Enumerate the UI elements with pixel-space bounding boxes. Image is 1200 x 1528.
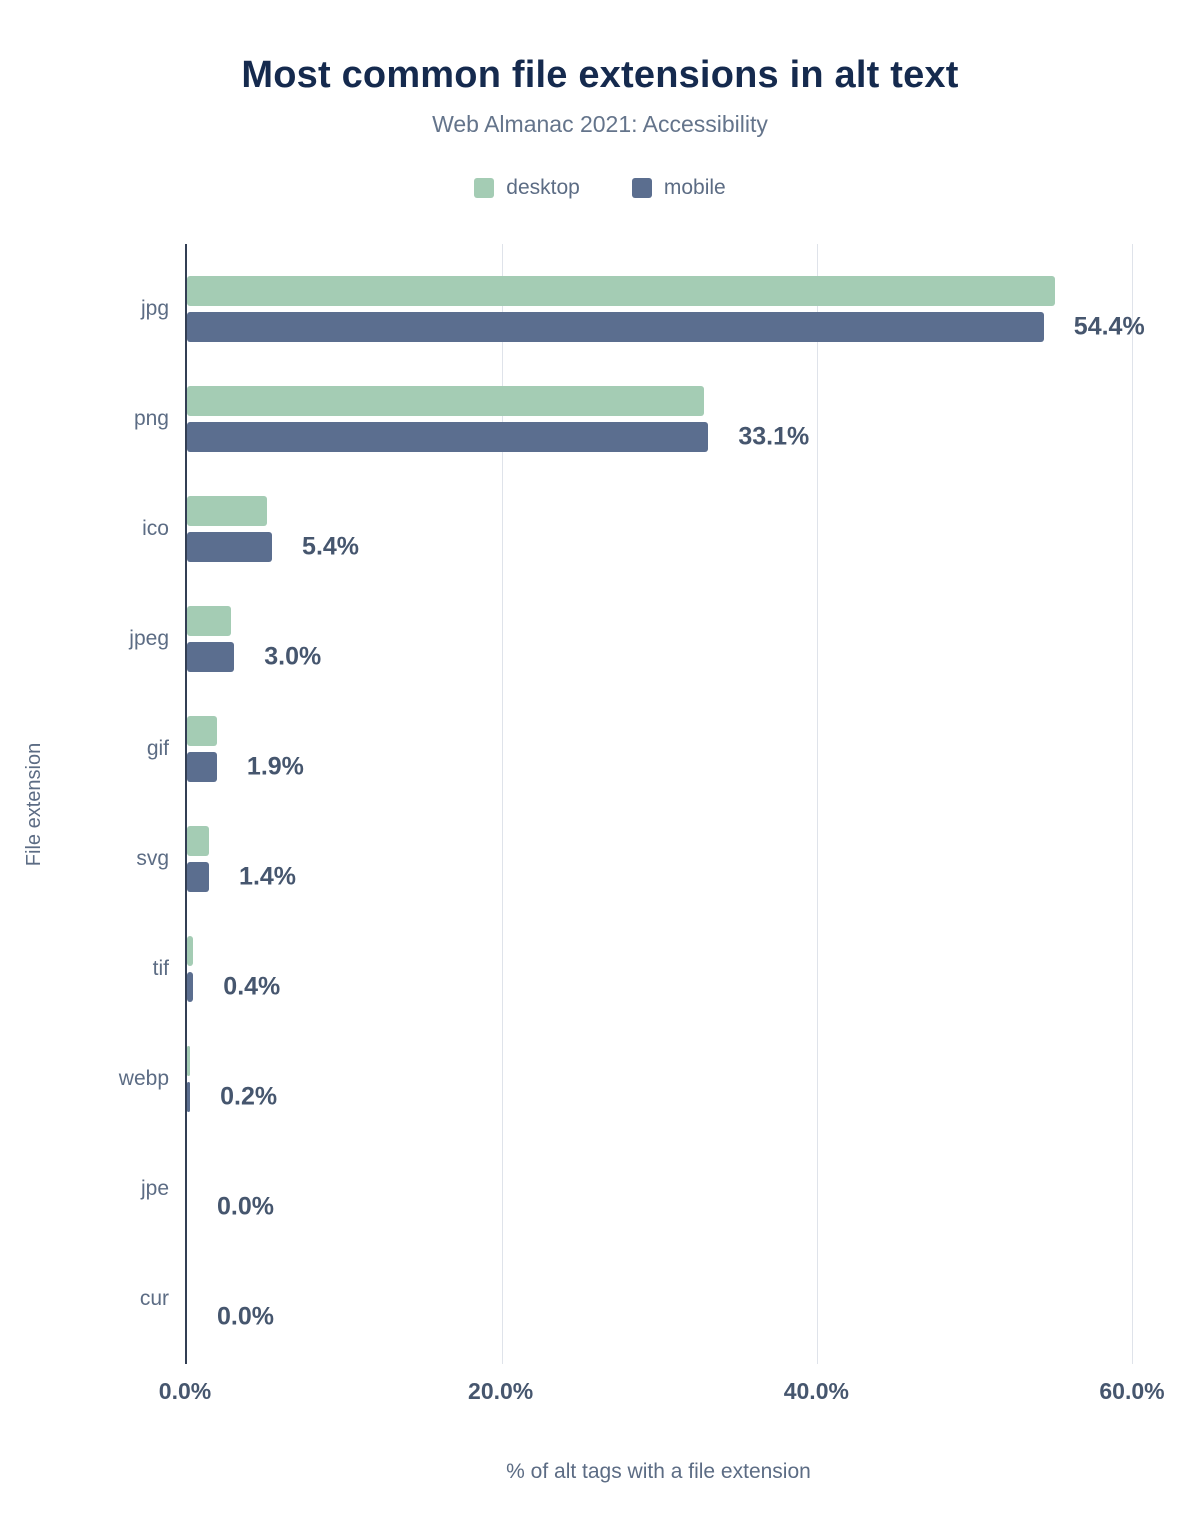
x-axis-title: % of alt tags with a file extension xyxy=(506,1460,811,1483)
legend-label-desktop: desktop xyxy=(506,176,580,199)
value-label-svg: 1.4% xyxy=(239,862,297,891)
x-tick-60: 60.0% xyxy=(1099,1378,1165,1404)
gridline-60 xyxy=(1132,244,1133,1364)
desktop-swatch-icon xyxy=(474,178,495,198)
bar-group-cur: 0.0% xyxy=(187,1244,1132,1354)
category-label-jpeg: jpeg xyxy=(129,627,169,650)
bar-desktop-svg[interactable] xyxy=(187,826,210,856)
x-axis-ticks: 0.0% 20.0% 40.0% 60.0% xyxy=(159,1378,1165,1418)
mobile-swatch-icon xyxy=(631,178,652,198)
bar-group-jpeg: 3.0% xyxy=(187,584,1132,694)
bar-desktop-jpg[interactable] xyxy=(187,276,1055,306)
bar-desktop-gif[interactable] xyxy=(187,716,217,746)
value-label-jpe: 0.0% xyxy=(217,1192,274,1221)
category-axis: jpg png ico jpeg gif svg tif webp jpe cur xyxy=(70,244,185,1364)
bar-mobile-jpeg[interactable] xyxy=(187,642,235,672)
category-label-png: png xyxy=(133,407,169,430)
chart-body: File extension jpg png ico jpeg gif svg tif web… xyxy=(0,244,1200,1364)
value-label-cur: 0.0% xyxy=(217,1302,274,1331)
category-label-svg: svg xyxy=(136,847,169,870)
bar-desktop-tif[interactable] xyxy=(187,936,194,966)
x-tick-40: 40.0% xyxy=(783,1378,849,1404)
bar-desktop-jpeg[interactable] xyxy=(187,606,232,636)
category-label-ico: ico xyxy=(142,517,169,540)
chart-title: Most common file extensions in alt text xyxy=(241,54,959,96)
chart-subtitle: Web Almanac 2021: Accessibility xyxy=(432,111,768,137)
bar-mobile-jpg[interactable] xyxy=(187,312,1044,342)
legend-item-mobile[interactable]: mobile xyxy=(631,176,726,200)
value-label-jpeg: 3.0% xyxy=(264,642,322,671)
bar-group-jpe: 0.0% xyxy=(187,1134,1132,1244)
bar-desktop-webp[interactable] xyxy=(187,1046,191,1076)
bar-mobile-webp[interactable] xyxy=(187,1082,191,1112)
x-tick-0: 0.0% xyxy=(158,1378,212,1404)
bar-group-tif: 0.4% xyxy=(187,914,1132,1024)
gridline-40 xyxy=(816,244,818,1364)
category-label-jpg: jpg xyxy=(140,297,169,320)
bar-group-ico: 5.4% xyxy=(187,474,1132,584)
y-axis-title: File extension xyxy=(23,742,46,866)
category-label-jpe: jpe xyxy=(140,1177,169,1200)
value-label-ico: 5.4% xyxy=(302,532,360,561)
category-label-tif: tif xyxy=(152,957,169,980)
gridline-20 xyxy=(501,244,503,1364)
value-label-tif: 0.4% xyxy=(223,972,281,1001)
bar-group-webp: 0.2% xyxy=(187,1024,1132,1134)
category-label-gif: gif xyxy=(146,737,169,760)
category-label-webp: webp xyxy=(118,1067,169,1090)
value-label-gif: 1.9% xyxy=(246,752,304,781)
bar-mobile-ico[interactable] xyxy=(187,532,273,562)
category-label-cur: cur xyxy=(139,1287,169,1310)
bar-group-gif: 1.9% xyxy=(187,694,1132,804)
y-axis-title-col: File extension xyxy=(0,244,70,1364)
x-tick-20: 20.0% xyxy=(468,1378,534,1404)
bar-mobile-png[interactable] xyxy=(187,422,709,452)
bar-mobile-gif[interactable] xyxy=(187,752,217,782)
value-label-jpg: 54.4% xyxy=(1073,312,1145,341)
bar-mobile-svg[interactable] xyxy=(187,862,210,892)
bar-group-png: 33.1% xyxy=(187,364,1132,474)
legend-label-mobile: mobile xyxy=(663,176,726,199)
bar-desktop-ico[interactable] xyxy=(187,496,268,526)
legend: desktop mobile xyxy=(0,176,1200,200)
value-label-webp: 0.2% xyxy=(220,1082,278,1111)
value-label-png: 33.1% xyxy=(738,422,810,451)
legend-item-desktop[interactable]: desktop xyxy=(474,176,580,200)
bar-group-svg: 1.4% xyxy=(187,804,1132,914)
plot-area: 54.4% 33.1% 5.4% 3.0% 1.9% 1.4% 0.4% 0.2% 0.0% 0.… xyxy=(185,244,1145,1364)
bar-mobile-tif[interactable] xyxy=(187,972,194,1002)
bar-group-jpg: 54.4% xyxy=(187,254,1145,364)
bar-desktop-png[interactable] xyxy=(187,386,704,416)
